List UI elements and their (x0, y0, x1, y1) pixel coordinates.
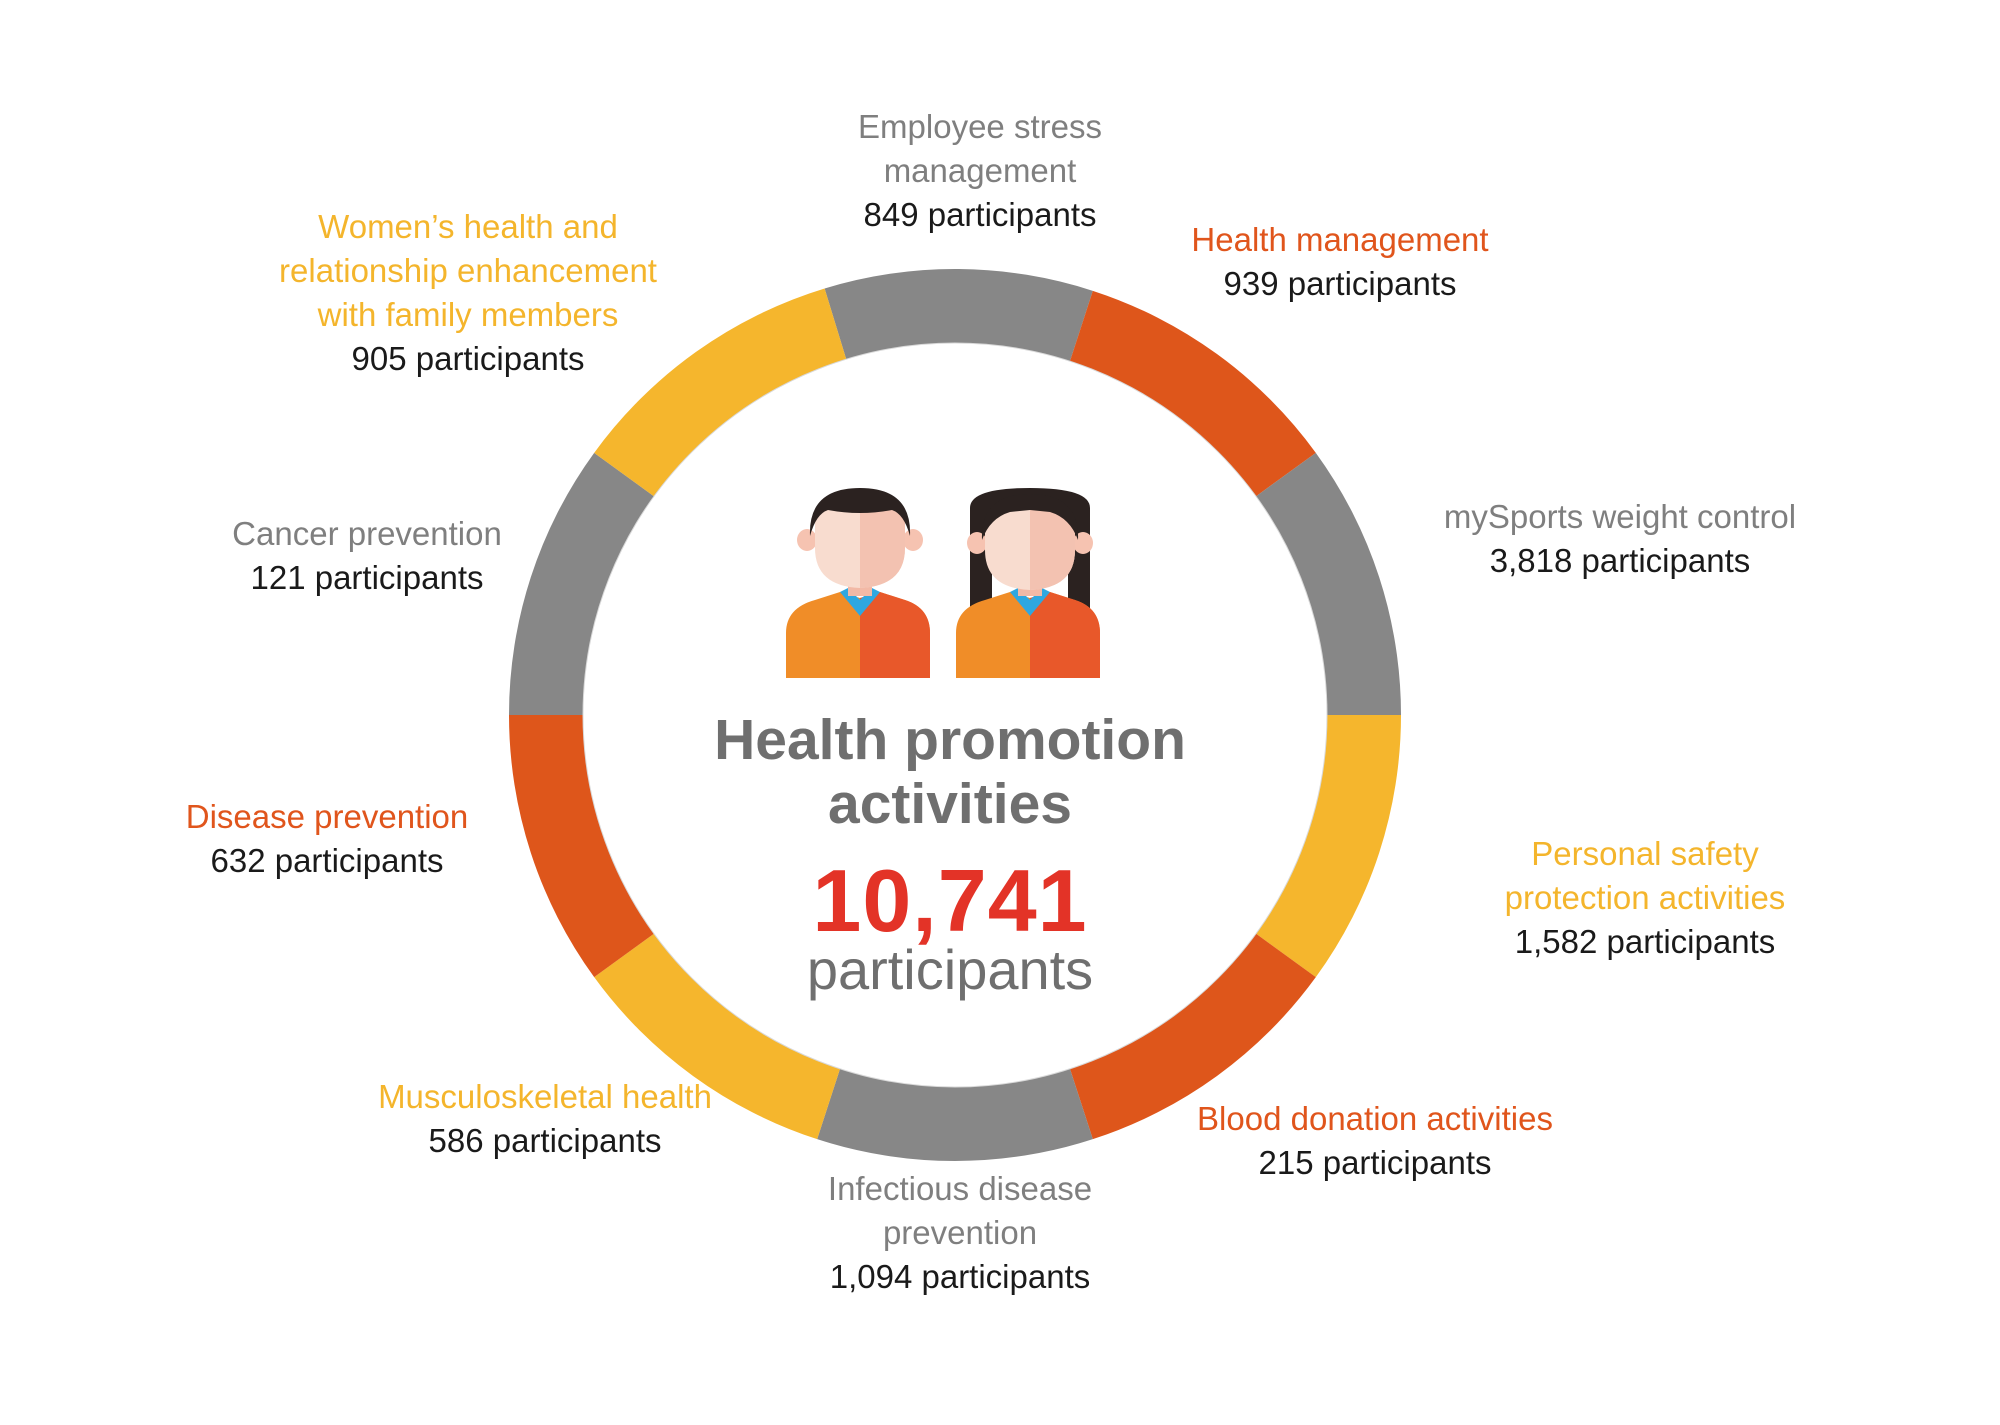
label-employee-stress: Employee stress management 849 participa… (858, 105, 1102, 237)
label-cancer-prevention: Cancer prevention 121 participants (232, 512, 502, 600)
female-employee-icon (956, 488, 1100, 678)
total-participants-value: 10,741 (812, 851, 1088, 950)
label-cancer-prevention-line1: Cancer prevention (232, 515, 502, 552)
label-personal-safety-line2: protection activities (1504, 879, 1786, 916)
label-blood-donation-count: 215 participants (1258, 1144, 1492, 1181)
total-participants-unit: participants (806, 938, 1094, 1001)
ring-segment-personal-safety-protection (1255, 715, 1401, 978)
ring-segment-blood-donation (1069, 933, 1316, 1140)
ring-center-disc (582, 342, 1328, 1088)
ring-segment-musculoskeletal-health (594, 933, 841, 1140)
label-infectious-disease-line2: prevention (882, 1214, 1038, 1251)
label-cancer-prevention-count: 121 participants (250, 559, 484, 596)
label-womens-health: Women’s health and relationship enhancem… (279, 205, 657, 381)
label-blood-donation: Blood donation activities 215 participan… (1197, 1097, 1553, 1185)
label-disease-prevention-count: 632 participants (210, 842, 444, 879)
center-title-line1: Health promotion (714, 708, 1186, 772)
label-personal-safety-line1: Personal safety (1531, 835, 1759, 872)
label-womens-health-line3: with family members (317, 296, 619, 333)
label-mysports-count: 3,818 participants (1489, 542, 1751, 579)
center-title-line2: activities (828, 772, 1072, 836)
label-blood-donation-line1: Blood donation activities (1197, 1100, 1553, 1137)
label-health-management: Health management 939 participants (1191, 218, 1488, 306)
label-infectious-disease: Infectious disease prevention 1,094 part… (828, 1167, 1092, 1299)
ring-segment-womens-health (594, 288, 847, 497)
label-personal-safety-count: 1,582 participants (1514, 923, 1776, 960)
label-employee-stress-count: 849 participants (863, 196, 1097, 233)
ring-segment-cancer-prevention (509, 452, 655, 715)
label-employee-stress-line1: Employee stress (858, 108, 1102, 145)
label-womens-health-count: 905 participants (351, 340, 585, 377)
ring-segment-employee-stress-management (824, 269, 1093, 362)
label-musculoskeletal: Musculoskeletal health 586 participants (378, 1075, 712, 1163)
male-employee-icon (786, 488, 930, 678)
label-womens-health-line2: relationship enhancement (279, 252, 657, 289)
label-disease-prevention: Disease prevention 632 participants (186, 795, 469, 883)
label-health-management-count: 939 participants (1223, 265, 1457, 302)
ring-segment-mysports-weight-control (1255, 452, 1401, 715)
employees-icon-group (786, 488, 1100, 678)
ring-segment-disease-prevention (509, 715, 655, 978)
label-personal-safety: Personal safety protection activities 1,… (1505, 832, 1786, 964)
label-mysports-line1: mySports weight control (1443, 498, 1797, 535)
label-mysports: mySports weight control 3,818 participan… (1444, 495, 1796, 583)
label-musculoskeletal-line1: Musculoskeletal health (378, 1078, 712, 1115)
label-health-management-line1: Health management (1191, 221, 1489, 258)
label-womens-health-line1: Women’s health and (318, 208, 618, 245)
label-infectious-disease-count: 1,094 participants (829, 1258, 1091, 1295)
ring-segment-health-management (1069, 290, 1316, 497)
label-employee-stress-line2: management (883, 152, 1077, 189)
label-musculoskeletal-count: 586 participants (428, 1122, 662, 1159)
ring-segment-infectious-disease-prevention (817, 1068, 1093, 1162)
center-title: Health promotion activities (714, 708, 1186, 836)
label-infectious-disease-line1: Infectious disease (827, 1170, 1093, 1207)
label-disease-prevention-line1: Disease prevention (185, 798, 469, 835)
